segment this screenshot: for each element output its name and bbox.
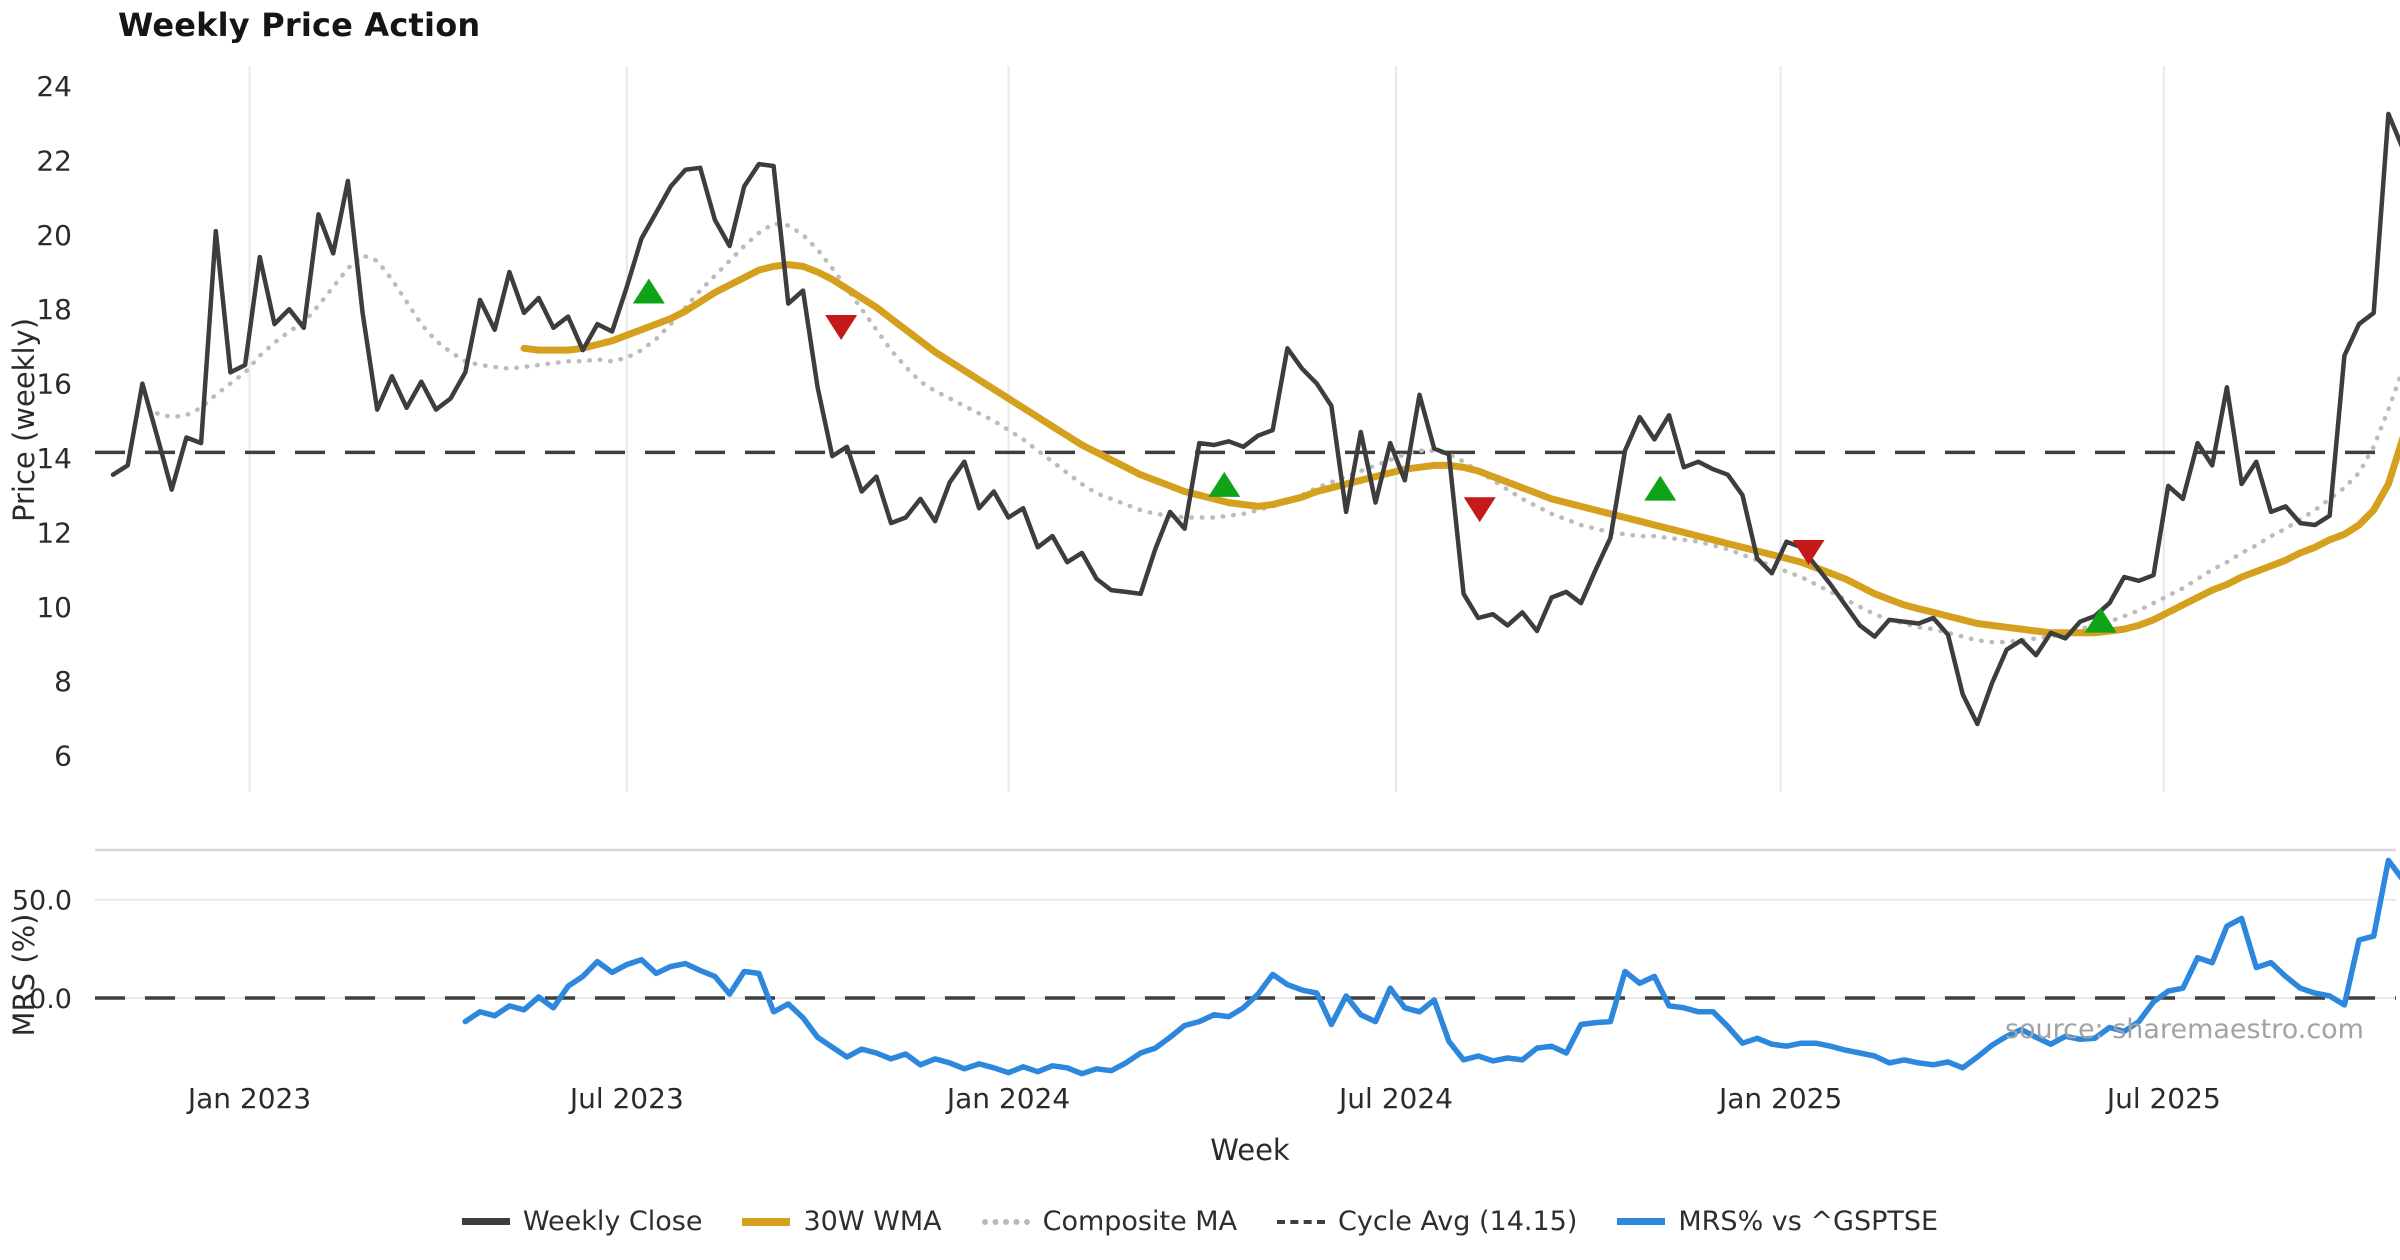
wma-30w-line [520,261,2400,637]
svg-text:50.0: 50.0 [12,886,72,917]
price-axis-tick-labels: 24 22 20 18 16 14 12 10 8 6 [36,70,72,773]
svg-text:Jul 2024: Jul 2024 [1337,1082,1453,1115]
sell-signal-markers [825,314,1825,565]
source-note: source: sharemaestro.com [2004,1014,2364,1045]
svg-text:18: 18 [36,293,72,326]
svg-text:12: 12 [36,516,72,549]
legend-label: 30W WMA [803,1206,942,1237]
svg-text:Jan 2024: Jan 2024 [945,1082,1070,1115]
legend-label: MRS% vs ^GSPTSE [1678,1206,1939,1237]
legend-label: Weekly Close [522,1206,703,1237]
mrs-line-icon [1617,1218,1666,1225]
svg-text:Week: Week [1210,1133,1290,1167]
x-axis-tick-labels: Jan 2023 Jul 2023 Jan 2024 Jul 2024 Jan 2025… [186,1082,2221,1115]
legend-label: Cycle Avg (14.15) [1338,1206,1578,1237]
legend-item-mrs[interactable]: MRS% vs ^GSPTSE [1617,1206,1938,1237]
weekly-close-line-icon [461,1218,510,1225]
legend-item-cycle-avg[interactable]: Cycle Avg (14.15) [1277,1206,1577,1237]
wma-line-icon [742,1217,791,1226]
reference-lines [95,450,2396,1000]
mrs-axis-tick-labels: 50.0 0.0 [12,886,72,1015]
legend-label: Composite MA [1042,1206,1238,1237]
svg-text:0.0: 0.0 [29,984,72,1015]
svg-text:Jul 2025: Jul 2025 [2105,1082,2221,1115]
axis-titles: Price (weekly) MRS (%) Week [7,318,1290,1167]
weekly-close-line [110,111,2400,727]
svg-text:20: 20 [36,219,72,252]
svg-text:Jan 2025: Jan 2025 [1717,1082,1842,1115]
chart-title: Weekly Price Action [118,6,481,44]
composite-ma-line [154,221,2400,645]
cycle-avg-line-icon [1277,1219,1326,1224]
svg-text:Price (weekly): Price (weekly) [7,318,41,522]
svg-text:10: 10 [36,591,72,624]
gridlines [95,66,2396,999]
legend-item-composite-ma[interactable]: Composite MA [981,1206,1238,1237]
legend-item-weekly-close[interactable]: Weekly Close [461,1206,703,1237]
svg-text:MRS (%): MRS (%) [7,914,41,1037]
mrs-line [462,857,2400,1077]
svg-text:Jul 2023: Jul 2023 [568,1082,684,1115]
svg-text:14: 14 [36,442,72,475]
buy-signal-markers [632,278,2117,633]
svg-text:24: 24 [36,70,72,103]
svg-text:Jan 2023: Jan 2023 [186,1082,311,1115]
svg-text:22: 22 [36,144,72,177]
svg-text:16: 16 [36,368,72,401]
composite-ma-line-icon [981,1218,1030,1225]
legend-item-30w-wma[interactable]: 30W WMA [742,1206,942,1237]
svg-text:8: 8 [54,665,72,698]
svg-text:6: 6 [54,740,72,773]
legend: Weekly Close 30W WMA Composite MA Cycle … [0,1206,2400,1237]
